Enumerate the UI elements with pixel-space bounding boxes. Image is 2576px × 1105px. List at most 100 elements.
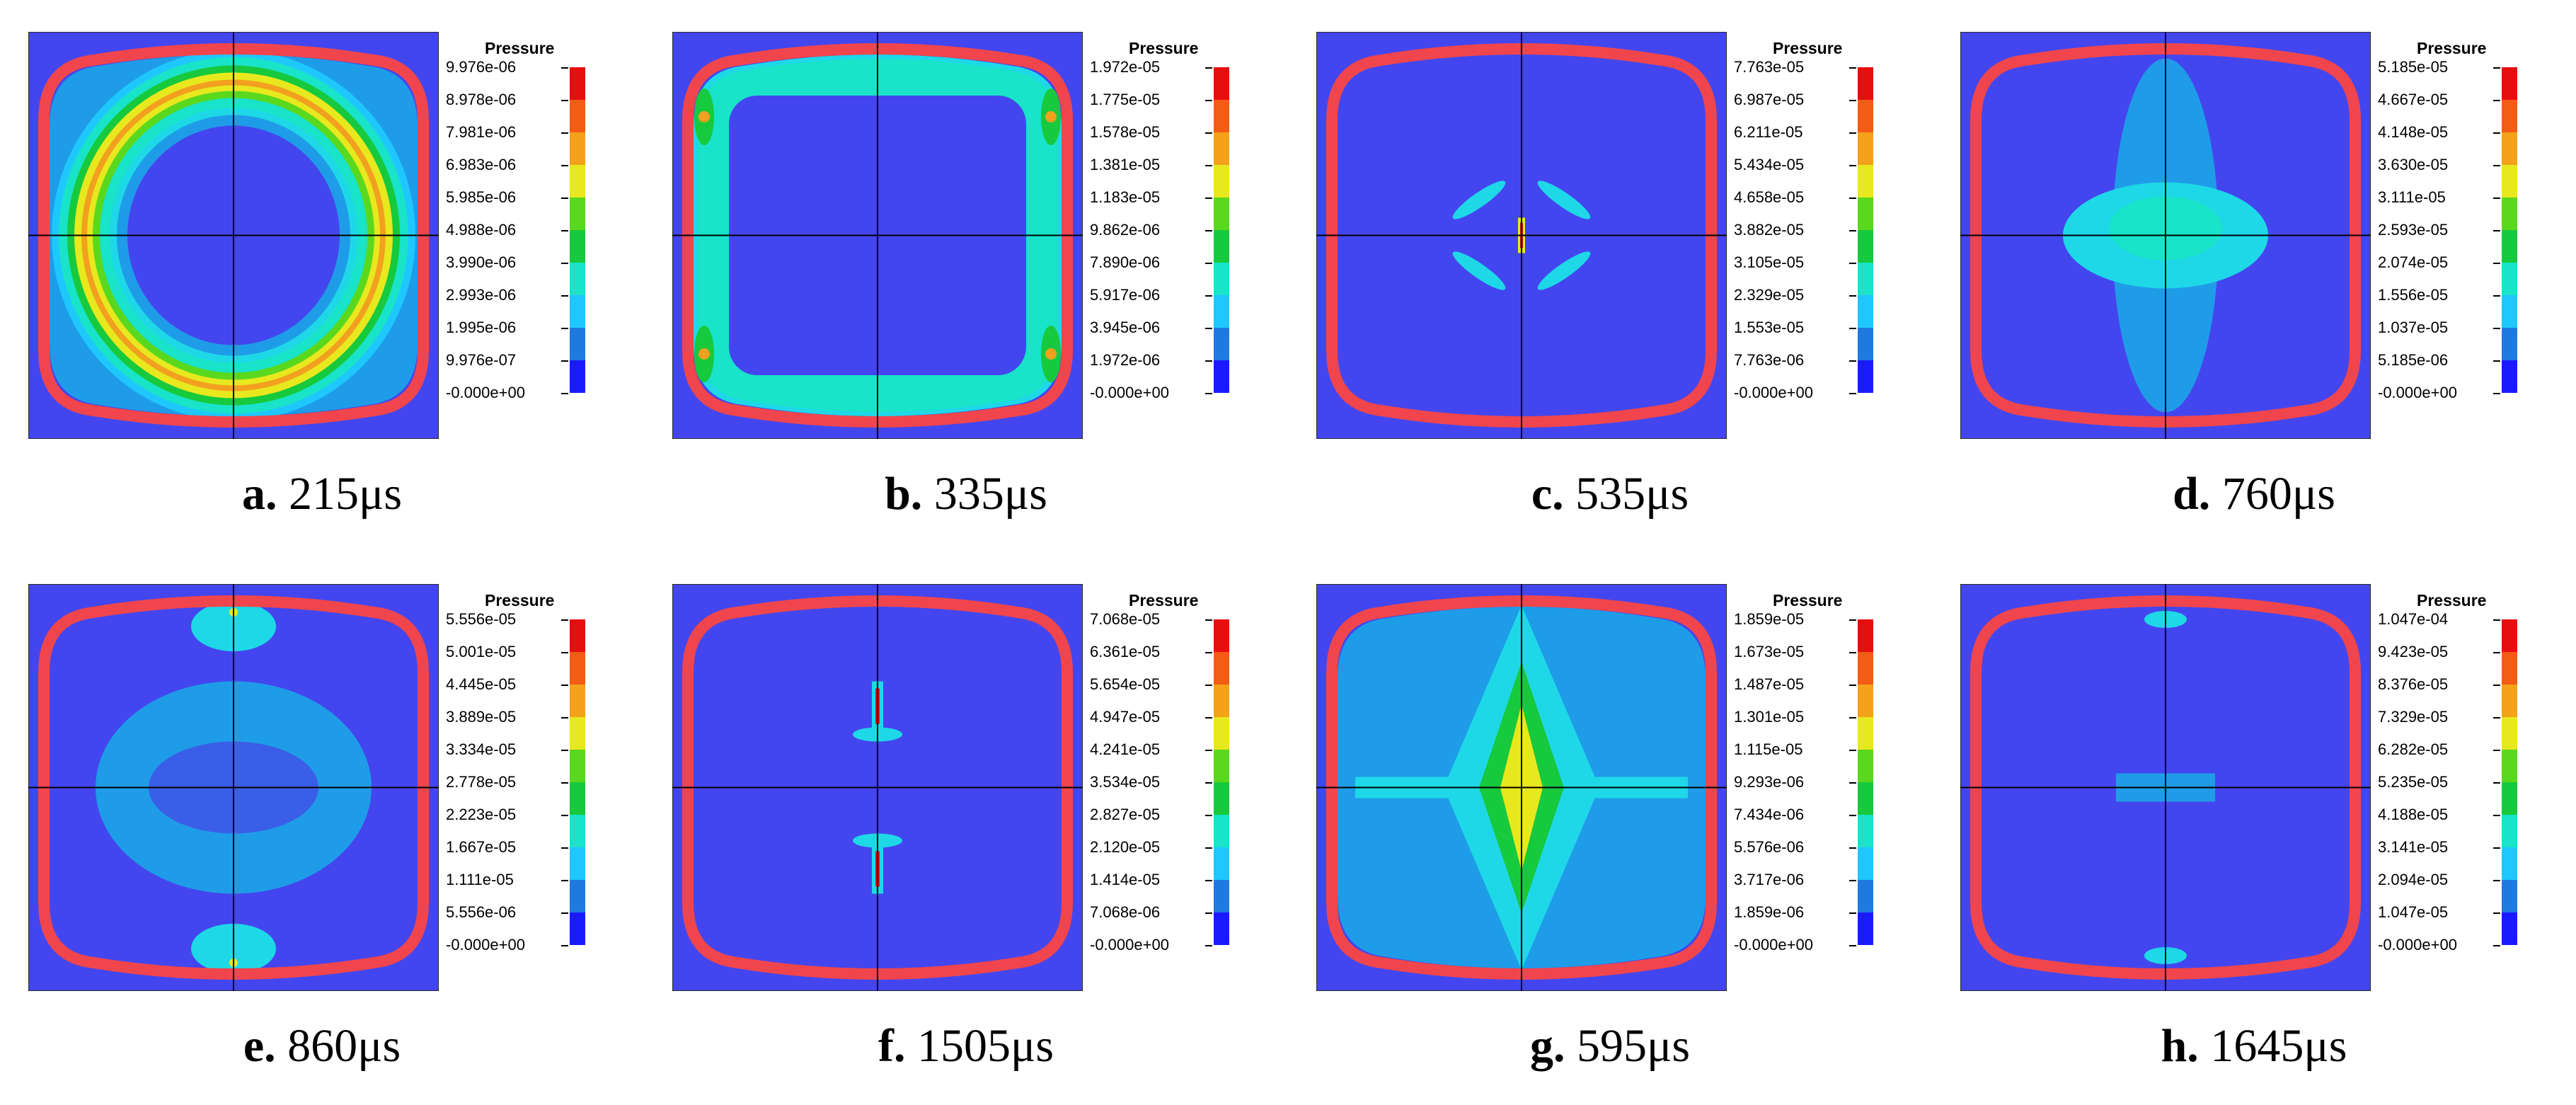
colorbar-segment xyxy=(1214,295,1229,328)
colorbar-segment xyxy=(1214,132,1229,165)
legend-title: Pressure xyxy=(1773,591,1843,609)
colorbar-tick xyxy=(1849,230,1856,231)
colorbar-tick xyxy=(1205,847,1212,849)
colorbar-tick-label: 5.576e-06 xyxy=(1734,838,1805,856)
colorbar-tick xyxy=(1205,328,1212,329)
colorbar-tick-label: 9.976e-06 xyxy=(446,58,517,76)
colorbar-tick xyxy=(2493,197,2500,199)
panel-time: 760μs xyxy=(2210,468,2335,520)
colorbar-segment xyxy=(1214,100,1229,132)
colorbar-segment xyxy=(1858,685,1873,717)
legend-title: Pressure xyxy=(1129,591,1199,609)
colorbar-segment xyxy=(2502,717,2517,750)
colorbar-segment xyxy=(1858,847,1873,880)
colorbar-tick-label: 8.376e-05 xyxy=(2378,675,2449,693)
colorbar-segment xyxy=(2502,328,2517,360)
colorbar-tick-label: 5.556e-06 xyxy=(446,903,517,921)
panel-time: 595μs xyxy=(1565,1020,1691,1072)
colorbar-tick xyxy=(1205,67,1212,69)
colorbar-tick-label: 3.990e-06 xyxy=(446,253,517,271)
colorbar-tick-label: 1.673e-05 xyxy=(1734,643,1805,660)
colorbar-segment xyxy=(1858,717,1873,750)
container-wall xyxy=(1326,43,1717,428)
colorbar-segment xyxy=(1214,328,1229,360)
colorbar-tick-label: 2.778e-05 xyxy=(446,773,517,791)
pressure-contour-plot xyxy=(1960,584,2371,991)
x-arm-2 xyxy=(1452,251,1506,290)
colorbar-tick-label: 4.988e-06 xyxy=(446,221,517,239)
colorbar-tick xyxy=(1849,847,1856,849)
colorbar-segment xyxy=(2502,360,2517,393)
colorbar-tick xyxy=(561,912,568,914)
colorbar-segment xyxy=(2502,67,2517,100)
colorbar-segment xyxy=(570,165,585,197)
colorbar-tick-label: 8.978e-06 xyxy=(446,91,517,108)
colorbar-tick-label: 5.556e-05 xyxy=(446,610,517,628)
colorbar-segment xyxy=(570,263,585,295)
colorbar-tick-label: 1.414e-05 xyxy=(1090,871,1161,888)
colorbar-tick-label: 5.985e-06 xyxy=(446,188,517,206)
colorbar-tick-label: 5.917e-06 xyxy=(1090,286,1161,304)
colorbar-segment xyxy=(1858,100,1873,132)
panel-caption: h. 1645μs xyxy=(1932,1019,2576,1073)
colorbar-tick xyxy=(561,230,568,231)
colorbar-tick-label: 6.987e-05 xyxy=(1734,91,1805,108)
panel-time: 1645μs xyxy=(2198,1020,2347,1072)
colorbar-tick-label: 5.001e-05 xyxy=(446,643,517,660)
colorbar-tick-label: 3.882e-05 xyxy=(1734,221,1805,239)
colorbar-tick xyxy=(2493,263,2500,264)
colorbar-segment xyxy=(1214,847,1229,880)
colorbar-tick-label: 4.148e-05 xyxy=(2378,123,2449,141)
colorbar-segment xyxy=(2502,263,2517,295)
colorbar-tick-label: 7.068e-06 xyxy=(1090,903,1161,921)
colorbar-segment xyxy=(1858,912,1873,945)
colorbar-segment xyxy=(570,295,585,328)
colorbar-tick-label: 2.329e-05 xyxy=(1734,286,1805,304)
colorbar-tick xyxy=(1849,132,1856,134)
colorbar-segment xyxy=(1214,750,1229,782)
colorbar-tick xyxy=(2493,619,2500,621)
colorbar-tick xyxy=(1849,782,1856,784)
colorbar-tick-label: -0.000e+00 xyxy=(2378,384,2457,401)
panel-caption: a. 215μs xyxy=(0,467,644,521)
panel-letter: d. xyxy=(2173,468,2211,520)
colorbar-segment xyxy=(570,132,585,165)
panel-caption: c. 535μs xyxy=(1288,467,1932,521)
panel-letter: a. xyxy=(241,468,277,520)
colorbar-tick xyxy=(561,132,568,134)
x-arm-3 xyxy=(1537,251,1591,290)
colorbar-tick-label: 1.775e-05 xyxy=(1090,91,1161,108)
colorbar-tick xyxy=(1849,263,1856,264)
colorbar-tick-label: 9.423e-05 xyxy=(2378,643,2449,660)
colorbar-segment xyxy=(2502,100,2517,132)
colorbar-segment xyxy=(1858,652,1873,685)
x-arm-1 xyxy=(1537,181,1591,219)
colorbar-segment xyxy=(1858,880,1873,912)
panel-time: 335μs xyxy=(922,468,1047,520)
corner-hot-2 xyxy=(698,348,710,360)
colorbar-tick-label: 3.630e-05 xyxy=(2378,156,2449,173)
colorbar-segment xyxy=(1858,750,1873,782)
colorbar-segment xyxy=(2502,132,2517,165)
colorbar-tick-label: 7.434e-06 xyxy=(1734,806,1805,823)
colorbar-tick xyxy=(561,945,568,946)
colorbar-tick-label: 1.859e-05 xyxy=(1734,610,1805,628)
colorbar-tick-label: 1.995e-06 xyxy=(446,319,517,336)
colorbar-segment xyxy=(570,750,585,782)
colorbar-segment xyxy=(1214,165,1229,197)
colorbar-tick xyxy=(561,360,568,362)
panel-c: Pressure 7.763e-05 6.987e-05 6.211e-05 5.434… xyxy=(1288,0,1932,552)
colorbar-tick-label: 7.763e-05 xyxy=(1734,58,1805,76)
colorbar-tick xyxy=(561,880,568,881)
colorbar-tick xyxy=(1205,100,1212,101)
colorbar-tick xyxy=(2493,132,2500,134)
colorbar-tick xyxy=(1849,165,1856,166)
colorbar-segment xyxy=(2502,295,2517,328)
panel-letter: e. xyxy=(243,1020,276,1072)
colorbar-tick xyxy=(1205,815,1212,816)
colorbar-segment xyxy=(2502,782,2517,815)
panel-h: Pressure 1.047e-04 9.423e-05 8.376e-05 7.329… xyxy=(1932,552,2576,1104)
x-arm-0 xyxy=(1452,181,1506,219)
colorbar-segment xyxy=(1214,652,1229,685)
